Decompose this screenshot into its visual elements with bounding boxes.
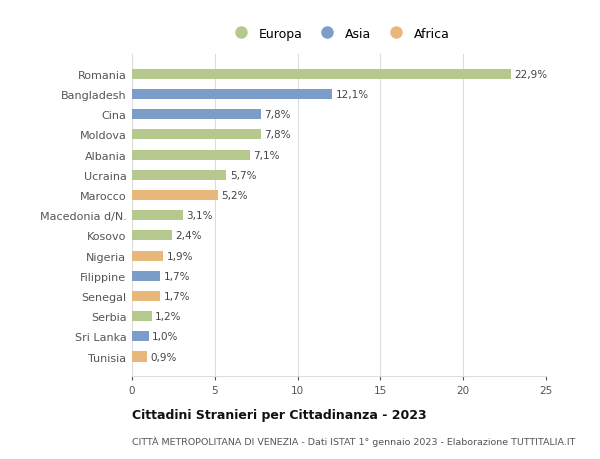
Bar [132, 311, 152, 321]
Text: 3,1%: 3,1% [187, 211, 213, 221]
Text: 5,2%: 5,2% [221, 190, 248, 201]
Bar [132, 271, 160, 281]
Text: Cittadini Stranieri per Cittadinanza - 2023: Cittadini Stranieri per Cittadinanza - 2… [132, 409, 427, 421]
Bar [132, 231, 172, 241]
Text: 0,9%: 0,9% [150, 352, 176, 362]
Bar [132, 352, 147, 362]
Bar [132, 251, 163, 261]
Text: 12,1%: 12,1% [335, 90, 369, 100]
Bar [132, 90, 332, 100]
Text: 1,7%: 1,7% [163, 291, 190, 301]
Text: 1,2%: 1,2% [155, 312, 182, 321]
Legend: Europa, Asia, Africa: Europa, Asia, Africa [223, 23, 455, 46]
Bar [132, 211, 184, 221]
Text: 7,8%: 7,8% [265, 110, 291, 120]
Text: 7,8%: 7,8% [265, 130, 291, 140]
Text: 1,0%: 1,0% [152, 331, 178, 341]
Bar [132, 190, 218, 201]
Bar [132, 150, 250, 160]
Bar [132, 130, 261, 140]
Text: 22,9%: 22,9% [515, 70, 548, 80]
Text: 7,1%: 7,1% [253, 150, 280, 160]
Bar [132, 331, 149, 341]
Text: 1,9%: 1,9% [167, 251, 193, 261]
Text: 1,7%: 1,7% [163, 271, 190, 281]
Text: CITTÀ METROPOLITANA DI VENEZIA - Dati ISTAT 1° gennaio 2023 - Elaborazione TUTTI: CITTÀ METROPOLITANA DI VENEZIA - Dati IS… [132, 436, 575, 447]
Text: 5,7%: 5,7% [230, 170, 256, 180]
Bar [132, 70, 511, 80]
Text: 2,4%: 2,4% [175, 231, 202, 241]
Bar [132, 291, 160, 302]
Bar [132, 110, 261, 120]
Bar [132, 170, 226, 180]
